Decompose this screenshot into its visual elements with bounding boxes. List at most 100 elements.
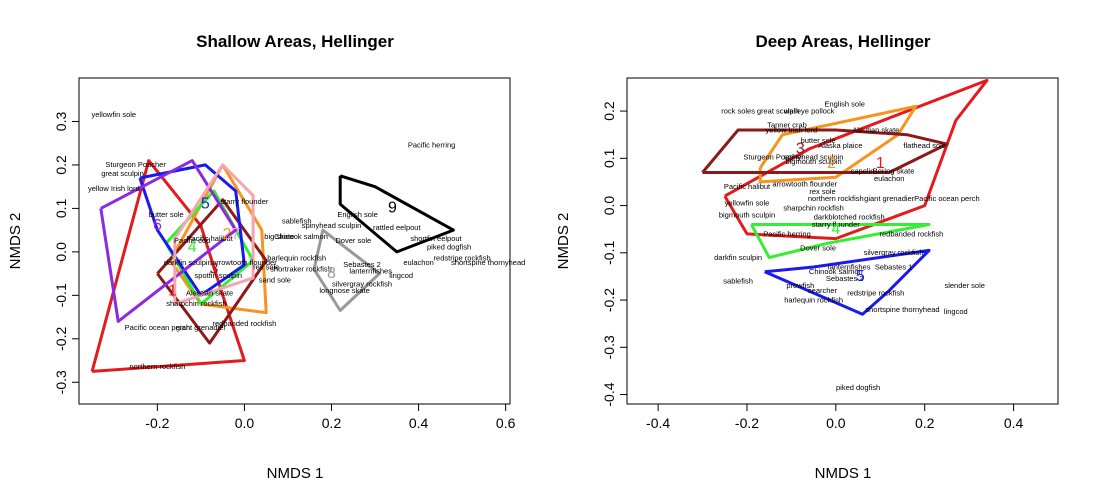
species-label: harlequin rockfish xyxy=(267,254,326,263)
y-tick-label: 0.3 xyxy=(53,112,69,132)
species-label: Sebastes 1 xyxy=(875,262,913,271)
species-label: great sculpin xyxy=(757,106,800,115)
species-label: redstripe rockfish xyxy=(434,254,491,263)
species-label: Dover sole xyxy=(335,236,371,245)
x-tick-label: 0.6 xyxy=(496,415,516,431)
species-label: rattled eelpout xyxy=(373,223,421,232)
species-label: yellow Irish lord xyxy=(766,125,818,134)
cluster-hull xyxy=(338,174,455,254)
cluster-hull xyxy=(99,159,238,323)
shallow-panel: Shallow Areas, Hellinger NMDS 1 NMDS 2 -… xyxy=(7,32,525,482)
cluster-hull xyxy=(701,128,949,174)
species-label: sharpchin rockfish xyxy=(166,299,226,308)
species-label: rex sole xyxy=(809,187,835,196)
cluster-label: 2 xyxy=(223,226,232,243)
cluster-label: 1 xyxy=(168,282,177,299)
species-label: spotfin sculpin xyxy=(195,271,243,280)
cluster-label: 3 xyxy=(210,261,219,278)
species-label: lingcod xyxy=(944,307,968,316)
species-label: Pacific halibut xyxy=(724,182,771,191)
species-label: capelin xyxy=(851,166,875,175)
species-label: arrowtooth flounder xyxy=(772,180,837,189)
species-label: butter sole xyxy=(149,210,184,219)
species-label: slender sole xyxy=(944,281,984,290)
species-label: Chinook salmon xyxy=(809,267,863,276)
y-tick-label: -0.4 xyxy=(601,382,617,406)
species-label: sand sole xyxy=(259,275,291,284)
x-tick-label: 0.2 xyxy=(915,415,935,431)
cluster-hulls xyxy=(701,78,989,316)
cluster-hull xyxy=(723,78,989,241)
cluster-label: 6 xyxy=(153,217,162,234)
species-label: redstripe rockfish xyxy=(847,288,904,297)
species-label: Pacific halibut xyxy=(186,234,233,243)
species-label: lingcod xyxy=(389,271,413,280)
chart-title: Deep Areas, Hellinger xyxy=(755,32,930,51)
species-label: northern rockfish xyxy=(129,362,185,371)
species-label: Sturgeon Poacher xyxy=(105,160,166,169)
species-label: arrowtooth flounder xyxy=(212,258,277,267)
species-labels: English sole rock soles great sculpinwalle… xyxy=(714,99,985,391)
species-label: northern rockfish xyxy=(808,194,864,203)
deep-panel: Deep Areas, Hellinger NMDS 1 NMDS 2 -0.4… xyxy=(555,32,1059,482)
y-tick-label: 0.2 xyxy=(601,101,617,121)
cluster-labels: 1 2 3 4 5 xyxy=(796,141,885,286)
species-label: shortfin eelpout xyxy=(410,234,462,243)
y-tick-label: -0.2 xyxy=(601,288,617,312)
species-label: Alaska plaice xyxy=(818,141,862,150)
species-label: Sturgeon Poacher xyxy=(743,152,804,161)
y-axis-label: NMDS 2 xyxy=(555,213,572,270)
cluster-hull xyxy=(312,228,381,312)
species-label: butter sole xyxy=(801,136,836,145)
cluster-hull xyxy=(764,248,931,316)
species-label: rock soles xyxy=(721,106,755,115)
species-label: rex sole xyxy=(253,262,279,271)
species-label: piked dogfish xyxy=(427,243,471,252)
y-tick-label: 0.0 xyxy=(601,196,617,216)
species-label: Pacific herring xyxy=(763,229,811,238)
species-label: sablefish xyxy=(723,277,753,286)
x-tick-label: 0.0 xyxy=(826,415,846,431)
species-label: Aleutian skate xyxy=(852,125,899,134)
species-label: Aleutian skate xyxy=(186,288,233,297)
species-label: eulachon xyxy=(874,174,904,183)
species-label: shortspine thornyhead xyxy=(865,305,939,314)
cluster-label: 8 xyxy=(327,265,336,282)
species-label: starry flounder xyxy=(220,197,268,206)
cluster-label: 7 xyxy=(231,226,240,243)
cluster-hulls xyxy=(90,159,455,373)
cluster-hull xyxy=(90,159,246,373)
cluster-hull xyxy=(138,163,246,297)
species-label: sablefish xyxy=(282,217,312,226)
cluster-label: 4 xyxy=(188,239,197,256)
cluster-hull xyxy=(173,163,255,306)
species-label: Tanner crab xyxy=(767,121,807,130)
species-label: silvergray rockfish xyxy=(864,248,924,257)
species-label: Bering skate xyxy=(873,166,915,175)
species-label: Pacific cod xyxy=(174,236,210,245)
y-tick-label: -0.1 xyxy=(601,241,617,265)
cluster-label: 5 xyxy=(201,195,210,212)
cluster-label: 9 xyxy=(388,200,397,217)
species-label: Dover sole xyxy=(800,243,836,252)
x-axis-label: NMDS 1 xyxy=(267,465,324,482)
cluster-label: 3 xyxy=(796,141,805,158)
species-label: sharpchin rockfish xyxy=(783,203,843,212)
x-tick-label: 0.4 xyxy=(409,415,429,431)
y-tick-label: -0.3 xyxy=(53,370,69,394)
species-label: yellow Irish lord xyxy=(88,184,140,193)
species-label: Sebastes 2 xyxy=(343,260,381,269)
species-label: lanternfishes xyxy=(828,262,871,271)
species-label: big skate xyxy=(264,232,294,241)
species-label: English sole xyxy=(824,99,864,108)
species-label: spinyhead sculpin xyxy=(302,221,362,230)
chart-title: Shallow Areas, Hellinger xyxy=(196,32,394,51)
species-label: giant grenadier xyxy=(864,194,915,203)
species-label: lanternfishes xyxy=(349,267,392,276)
cluster-labels: 1 2 34 5 6 7 8 9 xyxy=(153,195,397,299)
species-label: Sebastes 2 xyxy=(826,274,864,283)
species-label: darkblotched rockfish xyxy=(814,213,885,222)
species-label: prowfish xyxy=(786,281,814,290)
species-label: redbanded rockfish xyxy=(880,229,944,238)
